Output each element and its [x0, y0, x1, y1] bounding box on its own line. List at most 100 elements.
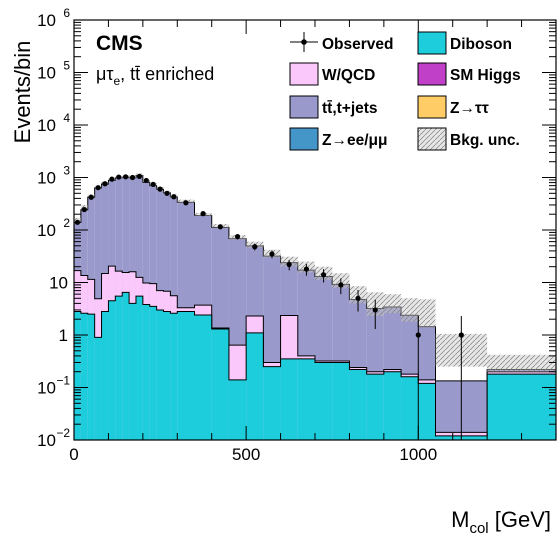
legend-entry: Z→ee/μμ: [289, 127, 387, 151]
legend-entry: tt̄,t+jets: [289, 95, 378, 119]
diboson-bar: [297, 358, 315, 440]
legend-swatch: [289, 62, 319, 86]
observed-point: [183, 200, 189, 206]
observed-point: [136, 173, 143, 179]
observed-point: [458, 332, 464, 338]
legend-entry: W/QCD: [289, 62, 375, 86]
diboson-bar: [487, 374, 556, 440]
observed-point: [88, 194, 94, 200]
legend-label: Bkg. unc.: [450, 132, 520, 149]
legend-marker: [301, 39, 307, 45]
observed-point: [338, 282, 344, 288]
y-tick-label: 10: [37, 116, 56, 135]
diboson-bar: [177, 311, 195, 440]
diboson-bar: [383, 371, 402, 440]
observed-point: [171, 194, 177, 200]
legend-entry: Bkg. unc.: [417, 127, 520, 151]
diboson-bar: [129, 303, 136, 440]
y-tick-exponent: 2: [63, 216, 70, 230]
legend-swatch: [289, 95, 319, 119]
y-tick-exponent: 5: [63, 59, 70, 73]
diboson-bar: [418, 383, 436, 440]
diboson-bar: [349, 369, 367, 440]
legend-label: Z→ee/μμ: [322, 132, 387, 149]
y-tick-label: 10: [37, 379, 56, 398]
region-label: μτe, tt̄ enriched: [96, 64, 214, 88]
x-tick-label: 500: [232, 445, 260, 464]
bkg-unc-bin: [401, 298, 419, 322]
observed-point: [102, 181, 108, 187]
diboson-bar: [122, 292, 130, 440]
legend-swatch: [417, 62, 447, 86]
diboson-bar: [156, 309, 164, 440]
y-tick-label: 10: [49, 274, 68, 293]
wqcd-outline: [74, 265, 556, 440]
y-tick-exponent: 6: [63, 6, 70, 20]
observed-point: [123, 174, 129, 180]
stacked-histogram: [74, 175, 556, 440]
diboson-outline: [74, 291, 556, 440]
diboson-bar: [263, 366, 281, 440]
legend-swatch: [417, 127, 447, 151]
x-tick-label: 0: [69, 445, 78, 464]
observed-point: [109, 176, 115, 182]
legend-swatch: [417, 31, 447, 55]
observed-point: [269, 251, 275, 257]
diboson-bar: [94, 337, 102, 440]
legend-label: Diboson: [450, 36, 512, 53]
observed-point: [321, 272, 327, 278]
y-tick-exponent: 3: [63, 164, 70, 178]
observed-point: [372, 307, 378, 313]
diboson-bar: [142, 304, 150, 440]
observed-point: [74, 219, 81, 225]
legend-entry: Diboson: [417, 31, 512, 55]
bkg-unc-bin: [418, 299, 436, 328]
observed-point: [143, 177, 149, 184]
legend-swatch: [417, 95, 447, 119]
bkg-unc-bin: [74, 217, 81, 221]
diboson-bar: [194, 315, 212, 440]
diboson-bar: [315, 362, 333, 440]
diboson-bar: [170, 313, 178, 440]
observed-point: [95, 185, 101, 191]
diboson-bar: [101, 311, 109, 440]
diboson-bar: [149, 306, 157, 440]
observed-point: [157, 186, 163, 192]
diboson-bar: [401, 376, 419, 440]
diboson-bar: [211, 329, 229, 440]
legend-label: W/QCD: [322, 67, 375, 84]
diboson-bar: [366, 374, 384, 440]
legend-label: tt̄,t+jets: [322, 100, 378, 117]
y-tick-label: 10: [37, 64, 56, 83]
observed-point: [129, 174, 136, 181]
observed-point: [217, 224, 223, 230]
legend-entry: Observed: [290, 32, 394, 53]
y-tick-label: 10: [37, 169, 56, 188]
y-tick-label: 1: [59, 326, 68, 345]
diboson-bar: [280, 358, 298, 440]
diboson-bar: [228, 379, 247, 440]
diboson-bar: [108, 300, 116, 440]
experiment-label: CMS: [96, 32, 143, 55]
y-tick-label: 10: [37, 11, 56, 30]
observed-point: [200, 211, 206, 217]
legend-swatch: [289, 127, 319, 151]
diboson-bar: [163, 311, 171, 440]
y-tick-exponent: 4: [63, 111, 70, 125]
diboson-bar: [246, 332, 264, 440]
legend-entry: Z→ττ: [417, 95, 489, 119]
observed-point: [81, 206, 87, 213]
y-tick-exponent: −1: [56, 374, 70, 388]
observed-point: [150, 181, 156, 187]
diboson-bar: [135, 296, 143, 440]
y-tick-label: 10: [37, 431, 56, 450]
observed-point: [415, 332, 421, 338]
observed-point: [286, 261, 292, 268]
bkg-unc-bin: [383, 294, 402, 314]
diboson-bar: [74, 311, 81, 440]
diboson-bar: [80, 313, 88, 440]
x-axis-label: Mcol [GeV]: [451, 507, 551, 537]
observed-point: [303, 266, 309, 272]
